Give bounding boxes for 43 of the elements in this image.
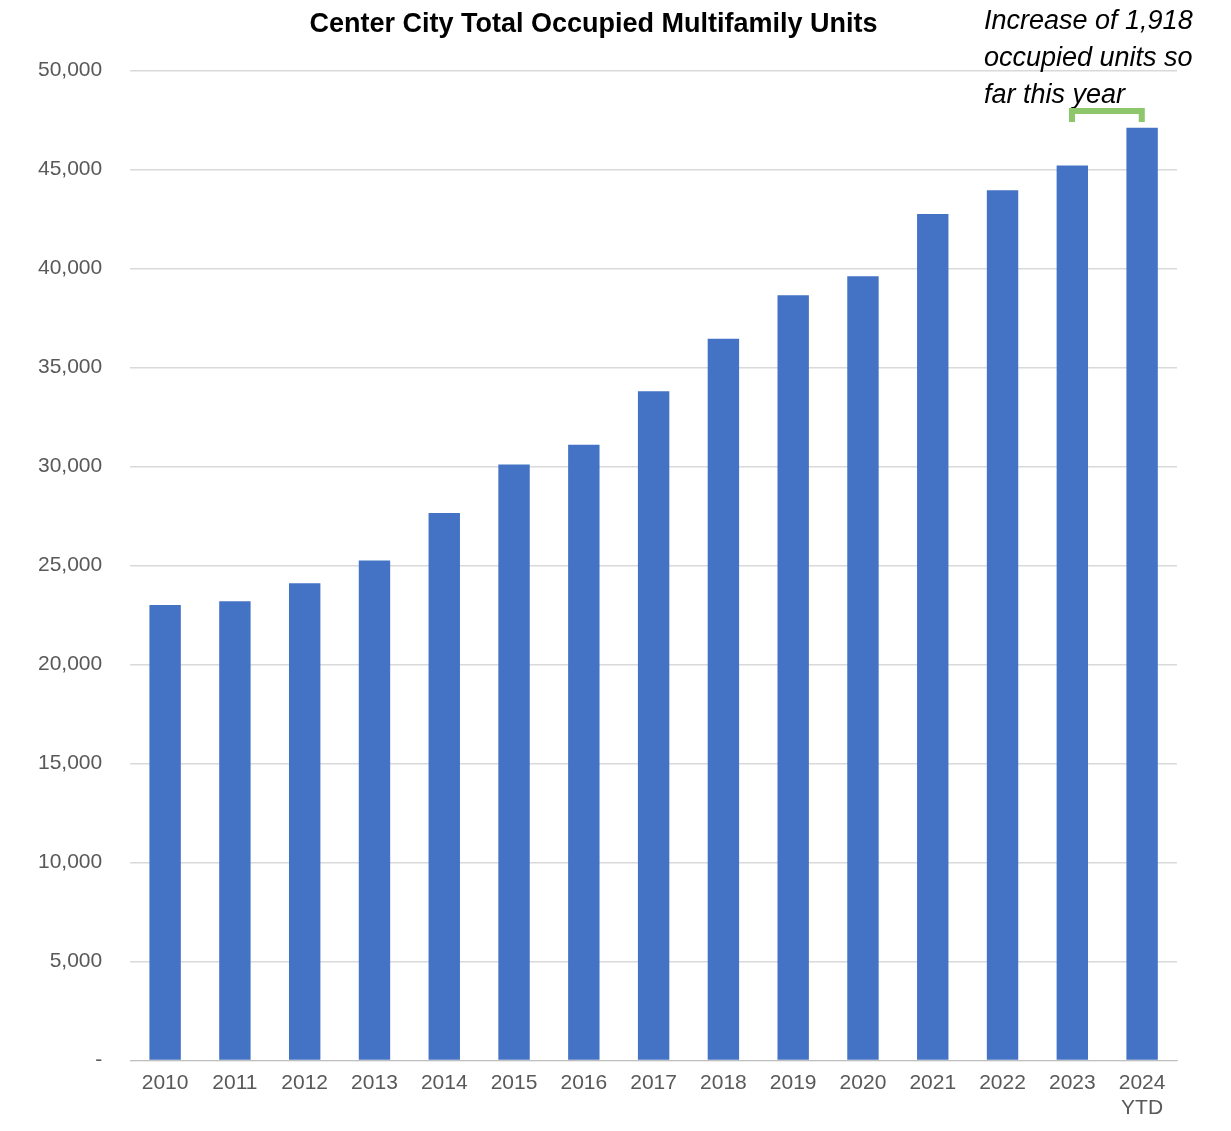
x-tick-label: 2022 — [979, 1070, 1026, 1093]
bar — [428, 513, 460, 1060]
bar — [986, 190, 1019, 1060]
x-tick-label: 2024 YTD — [1118, 1070, 1166, 1119]
x-tick-label: 2011 — [212, 1070, 258, 1093]
x-tick-label: 2016 — [560, 1070, 608, 1093]
y-tick-label: 5,000 — [49, 948, 103, 972]
x-tick-label: 2010 — [141, 1070, 189, 1093]
x-tick-label: 2018 — [700, 1070, 747, 1093]
x-tick-label: 2023 — [1048, 1070, 1096, 1093]
bar — [917, 213, 949, 1060]
y-tick-label: 45,000 — [38, 156, 103, 180]
bar — [1056, 165, 1089, 1060]
x-tick-label: 2014 — [420, 1070, 468, 1093]
y-tick-label: 20,000 — [38, 651, 103, 675]
bar — [288, 583, 321, 1060]
x-tick-label: 2017 — [630, 1070, 677, 1093]
bar — [358, 560, 391, 1060]
bar — [219, 601, 251, 1060]
y-tick-label: 25,000 — [38, 552, 103, 576]
y-tick-label: 30,000 — [38, 453, 103, 477]
bar — [777, 295, 809, 1060]
bar — [637, 391, 670, 1060]
y-tick-label: 35,000 — [38, 354, 103, 378]
y-tick-label: 50,000 — [38, 57, 103, 81]
bar — [568, 444, 600, 1060]
y-tick-label: - — [95, 1047, 103, 1071]
y-tick-label: 40,000 — [38, 255, 103, 279]
x-tick-label: 2012 — [281, 1070, 329, 1093]
y-tick-label: 15,000 — [38, 750, 103, 774]
bar — [498, 464, 530, 1060]
bar — [707, 338, 740, 1060]
x-tick-label: 2015 — [490, 1070, 538, 1093]
x-tick-label: 2020 — [839, 1070, 887, 1093]
bar — [149, 605, 181, 1060]
x-tick-label: 2013 — [351, 1070, 398, 1093]
chart-title: Center City Total Occupied Multifamily Units — [309, 7, 878, 38]
x-tick-label: 2021 — [909, 1070, 957, 1093]
bar — [1126, 127, 1158, 1060]
x-tick-label: 2019 — [769, 1070, 817, 1093]
y-tick-label: 10,000 — [38, 849, 103, 873]
annotation: Increase of 1,918 occupied units so far this year — [984, 4, 1194, 111]
bar — [847, 276, 879, 1060]
